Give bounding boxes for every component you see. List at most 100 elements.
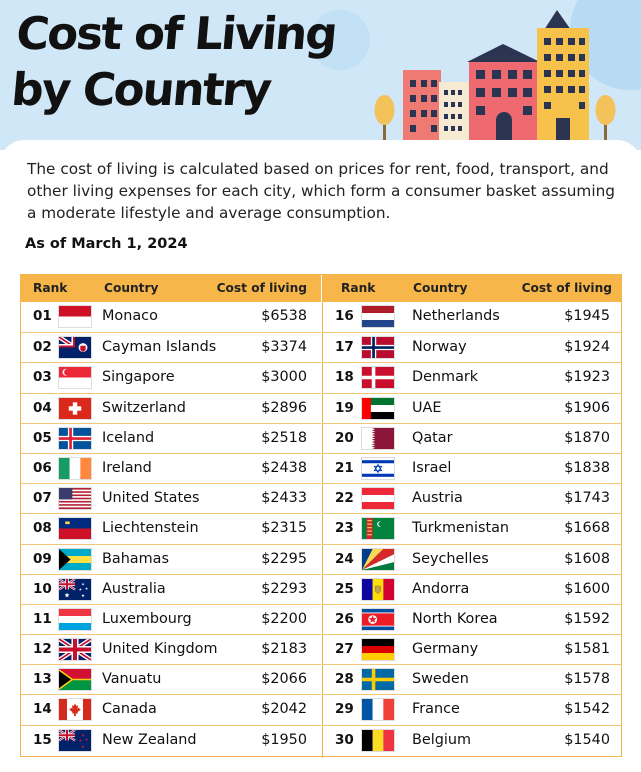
cost-cell: $1540: [564, 731, 610, 748]
country-cell: Seychelles: [412, 550, 489, 567]
cost-cell: $2518: [261, 429, 307, 446]
country-cell: Denmark: [412, 369, 479, 386]
uk-flag-icon: [58, 638, 92, 662]
table-row: 04 Switzerland $2896: [21, 392, 321, 423]
table-row: 10 Australia $2293: [21, 573, 321, 604]
australia-flag-icon: [58, 577, 92, 601]
cost-cell: $1581: [564, 641, 610, 658]
table-row: 01 Monaco $6538: [21, 302, 321, 332]
cost-cell: $2293: [261, 580, 307, 597]
rank-cell: 22: [335, 490, 354, 507]
table-row: 03 Singapore $3000: [21, 362, 321, 392]
switzerland-flag-icon: [58, 396, 92, 420]
country-cell: Andorra: [412, 580, 470, 597]
cost-cell: $1950: [261, 731, 307, 748]
rank-cell: 11: [33, 610, 52, 627]
rank-cell: 21: [335, 459, 354, 476]
rank-cell: 16: [335, 308, 354, 324]
country-cell: North Korea: [412, 610, 498, 627]
rank-cell: 13: [33, 671, 52, 688]
country-cell: Iceland: [102, 429, 155, 446]
rank-cell: 14: [33, 701, 52, 718]
cost-cell: $3374: [261, 339, 307, 356]
table-row: 27 Germany $1581: [323, 634, 622, 664]
germany-flag-icon: [361, 638, 395, 662]
cost-cell: $2896: [261, 399, 307, 416]
rank-cell: 19: [335, 399, 354, 416]
table-row: 09 Bahamas $2295: [21, 543, 321, 574]
table-header: Rank Country Cost of living: [323, 275, 622, 302]
cost-cell: $1743: [564, 490, 610, 507]
country-cell: Ireland: [102, 459, 152, 476]
country-cell: Sweden: [412, 671, 469, 688]
country-cell: UAE: [412, 399, 442, 416]
cost-cell: $1870: [564, 429, 610, 446]
iceland-flag-icon: [58, 426, 92, 450]
rank-cell: 17: [335, 339, 354, 356]
header-country: Country: [413, 281, 468, 295]
cost-cell: $2433: [261, 490, 307, 507]
canada-flag-icon: [58, 698, 92, 722]
country-cell: France: [412, 701, 460, 718]
country-cell: Austria: [412, 490, 463, 507]
norway-flag-icon: [361, 336, 395, 360]
rank-cell: 06: [33, 459, 52, 476]
table-row: 05 Iceland $2518: [21, 422, 321, 453]
cost-cell: $2438: [261, 459, 307, 476]
cost-cell: $3000: [261, 369, 307, 386]
country-cell: Liechtenstein: [102, 520, 199, 537]
uae-flag-icon: [361, 396, 395, 420]
table-row: 14 Canada $2042: [21, 694, 321, 724]
table-row: 06 Ireland $2438: [21, 452, 321, 483]
sky-bubble: [310, 10, 370, 70]
header-cost: Cost of living: [521, 281, 612, 295]
bahamas-flag-icon: [58, 547, 92, 571]
denmark-flag-icon: [361, 366, 395, 390]
seychelles-flag-icon: [361, 547, 395, 571]
usa-flag-icon: [58, 487, 92, 511]
northkorea-flag-icon: [361, 607, 395, 631]
intro-text: The cost of living is calculated based o…: [27, 160, 615, 222]
table-row: 17 Norway $1924: [323, 332, 622, 362]
rank-cell: 01: [33, 308, 52, 324]
france-flag-icon: [361, 698, 395, 722]
table-header: Rank Country Cost of living: [21, 275, 321, 302]
country-cell: Cayman Islands: [102, 339, 217, 356]
table-row: 07 United States $2433: [21, 483, 321, 513]
netherlands-flag-icon: [361, 305, 395, 328]
table-left-half: Rank Country Cost of living 01 Monaco $653…: [21, 275, 321, 758]
table-row: 08 Liechtenstein $2315: [21, 513, 321, 543]
country-cell: United Kingdom: [102, 641, 218, 658]
cost-cell: $2295: [261, 550, 307, 567]
table-body-right: 16 Netherlands $1945 17 Norway $1924 18 Denmark…: [323, 302, 622, 755]
city-buildings-illustration: [374, 10, 616, 142]
luxembourg-flag-icon: [58, 607, 92, 631]
rank-cell: 27: [335, 641, 354, 658]
table-row: 24 Seychelles $1608: [323, 543, 622, 574]
as-of-date: As of March 1, 2024: [25, 236, 188, 252]
turkmenistan-flag-icon: [361, 517, 395, 541]
table-row: 21 Israel $1838: [323, 452, 622, 483]
cost-cell: $2315: [261, 520, 307, 537]
cost-cell: $1542: [564, 701, 610, 718]
singapore-flag-icon: [58, 366, 92, 390]
rank-cell: 26: [335, 610, 354, 627]
rank-cell: 08: [33, 520, 52, 537]
newzealand-flag-icon: [58, 728, 92, 752]
table-row: 15 New Zealand $1950: [21, 724, 321, 755]
country-cell: Belgium: [412, 731, 471, 748]
page-title: Cost of Living by Country: [9, 6, 338, 118]
table-row: 11 Luxembourg $2200: [21, 603, 321, 634]
rank-cell: 03: [33, 369, 52, 386]
table-row: 26 North Korea $1592: [323, 603, 622, 634]
table-row: 23 Turkmenistan $1668: [323, 513, 622, 543]
table-row: 18 Denmark $1923: [323, 362, 622, 392]
cost-cell: $1838: [564, 459, 610, 476]
rank-cell: 07: [33, 490, 52, 507]
rank-cell: 23: [335, 520, 354, 537]
country-cell: Netherlands: [412, 308, 500, 324]
liechtenstein-flag-icon: [58, 517, 92, 541]
rank-cell: 18: [335, 369, 354, 386]
cost-cell: $1906: [564, 399, 610, 416]
header-rank: Rank: [33, 281, 68, 295]
